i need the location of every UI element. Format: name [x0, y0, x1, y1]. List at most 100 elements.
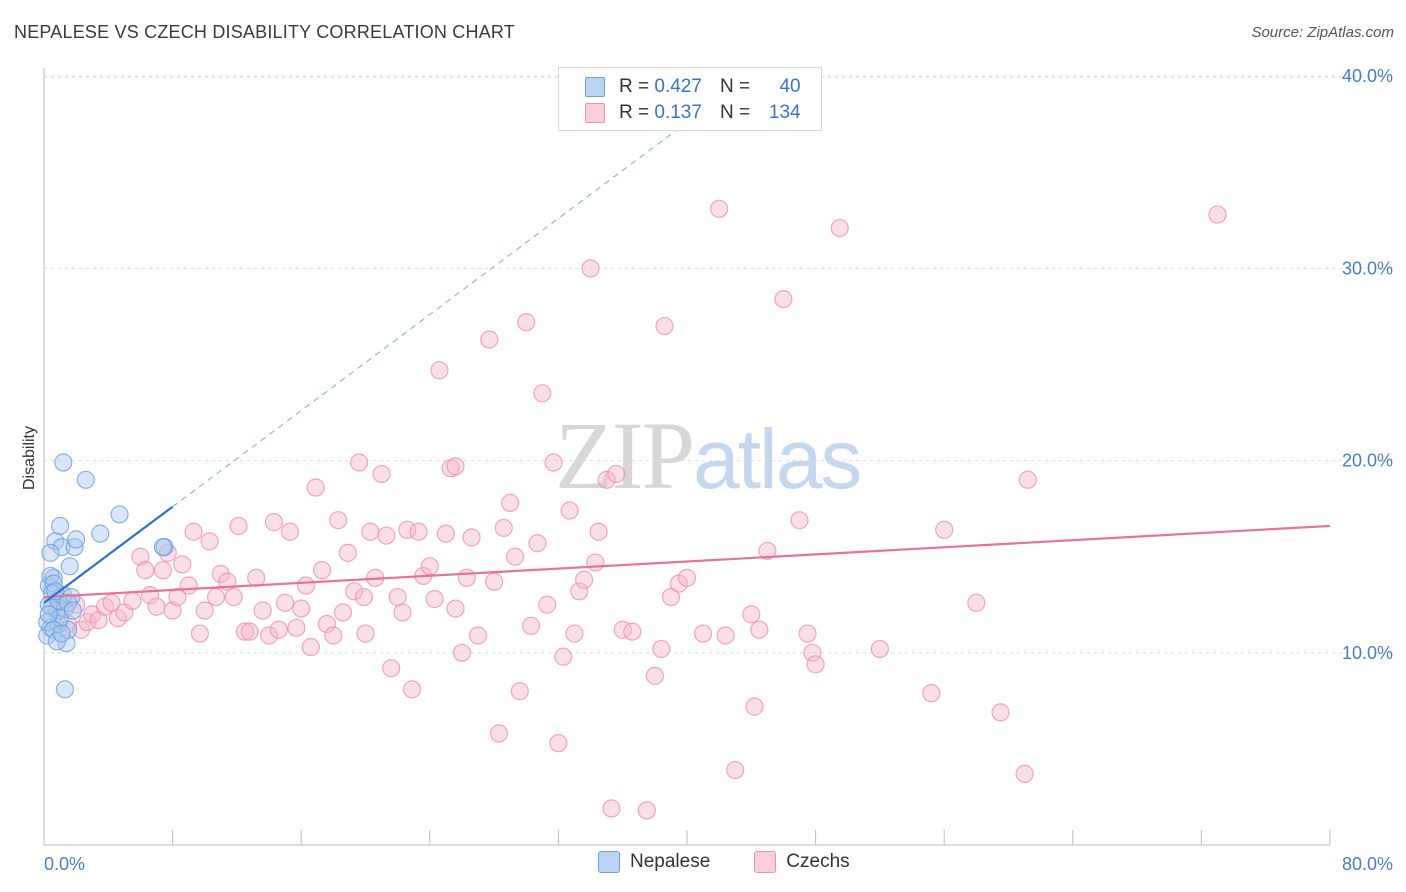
czechs-point: [581, 259, 600, 278]
legend-swatch-czechs: [585, 103, 605, 123]
czechs-point: [742, 605, 761, 624]
czechs-point: [623, 622, 642, 641]
czechs-point: [312, 561, 332, 580]
czechs-point: [229, 516, 248, 536]
czechs-point: [468, 626, 488, 645]
legend-n-label: N =: [719, 102, 751, 123]
czechs-point: [554, 647, 573, 666]
czechs-point: [544, 453, 563, 472]
czechs-point: [570, 582, 589, 601]
czechs-point: [430, 361, 449, 380]
czechs-point: [280, 522, 300, 541]
czechs-point: [333, 603, 353, 622]
czechs-point: [1015, 764, 1034, 783]
czechs-point: [652, 639, 671, 659]
legend-item-czechs: Czechs: [754, 851, 850, 873]
nepalese-trend-extension: [172, 97, 720, 508]
y-tick-label: 10.0%: [1342, 643, 1393, 663]
czechs-point: [586, 553, 605, 572]
czechs-point: [409, 522, 428, 541]
legend-swatch-czechs: [754, 851, 777, 873]
czechs-point: [870, 639, 890, 659]
czechs-point: [123, 591, 142, 611]
y-axis-title: Disability: [21, 426, 38, 490]
czechs-point: [501, 493, 520, 512]
czechs-point: [637, 801, 656, 820]
czechs-point: [521, 616, 541, 635]
czechs-point: [774, 290, 793, 309]
legend-swatch-nepalese: [598, 851, 620, 873]
czechs-point: [750, 620, 769, 639]
czechs-point: [235, 622, 255, 641]
czechs-point: [560, 501, 579, 520]
czechs-point: [163, 601, 182, 620]
czechs-point: [790, 511, 809, 530]
czechs-point: [607, 464, 626, 484]
czechs-point: [589, 522, 608, 541]
czechs-point: [510, 682, 529, 701]
czechs-point: [645, 666, 664, 685]
tick-labels: 10.0% 20.0% 30.0% 40.0% 0.0% 80.0% Disability: [21, 66, 1393, 874]
czechs-point: [173, 555, 192, 574]
czechs-point: [190, 624, 210, 643]
nepalese-point: [52, 624, 71, 643]
czechs-point: [452, 643, 472, 662]
czechs-point: [655, 316, 674, 336]
nepalese-point: [52, 537, 71, 557]
legend-row-czechs: R = 0.137 N = 134: [585, 101, 801, 125]
czechs-point: [131, 547, 150, 566]
czechs-point: [798, 624, 817, 643]
nepalese-point: [91, 524, 110, 543]
czechs-point: [184, 522, 203, 541]
y-tick-label: 20.0%: [1342, 451, 1393, 471]
nepalese-trend-line: [43, 505, 174, 604]
czechs-point: [179, 576, 198, 595]
czechs-point: [361, 522, 380, 541]
nepalese-point: [55, 680, 74, 699]
czechs-point: [338, 543, 357, 562]
czechs-point: [269, 620, 288, 639]
czechs-point: [153, 561, 173, 580]
czechs-point: [661, 587, 681, 607]
chart-title: NEPALESE VS CZECH DISABILITY CORRELATION…: [14, 22, 515, 42]
czechs-point: [306, 478, 325, 497]
czechs-point: [991, 703, 1010, 722]
legend-n-value: 40: [779, 76, 801, 97]
nepalese-point: [60, 557, 79, 576]
legend-r-label: R =: [619, 76, 650, 97]
legend-swatch-nepalese: [585, 77, 605, 97]
nepalese-point: [50, 516, 70, 536]
czechs-point: [967, 593, 986, 612]
correlation-legend: R = 0.427 N = 40 R = 0.137 N = 134: [558, 67, 822, 131]
czechs-point: [377, 526, 396, 545]
czechs-point: [485, 572, 504, 591]
czechs-point: [247, 568, 266, 587]
czechs-point: [354, 587, 373, 607]
czechs-point: [224, 587, 243, 607]
czechs-point: [745, 697, 764, 716]
czechs-point: [195, 601, 214, 620]
trend-lines: [43, 97, 1331, 604]
czechs-point: [575, 570, 594, 589]
legend-n-value: 134: [768, 102, 801, 123]
czechs-point: [136, 561, 155, 580]
series-legend: Nepalese Czechs: [598, 851, 894, 873]
czechs-point: [345, 582, 364, 601]
czechs-point: [349, 453, 369, 472]
czechs-point: [462, 528, 481, 547]
czechs-point: [403, 680, 422, 699]
czechs-point: [147, 597, 166, 616]
watermark-zip: ZIP: [555, 402, 695, 509]
grid-lines: [44, 75, 1393, 654]
czechs-point: [292, 599, 311, 618]
czechs-point: [494, 518, 513, 537]
nepalese-point: [153, 537, 173, 557]
nepalese-point: [41, 543, 60, 562]
nepalese-point: [67, 530, 86, 549]
watermark-atlas: atlas: [693, 412, 862, 506]
czechs-point: [301, 637, 320, 657]
czechs-point: [803, 643, 822, 662]
czechs-point: [276, 593, 295, 612]
x-tick-label: 80.0%: [1342, 854, 1393, 874]
